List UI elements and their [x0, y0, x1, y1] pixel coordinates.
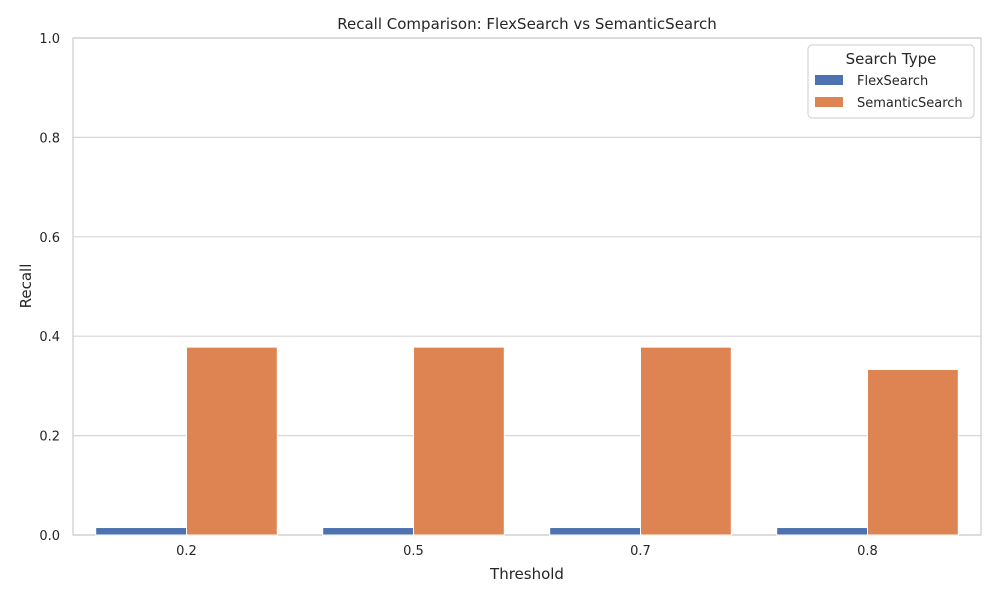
legend-items: FlexSearch SemanticSearch — [815, 74, 963, 111]
legend-swatch-semanticsearch — [815, 97, 843, 107]
x-tick-label: 0.5 — [403, 544, 424, 559]
legend-title: Search Type — [846, 50, 937, 68]
legend-box — [807, 44, 975, 119]
bar-flexsearch-0.7 — [549, 527, 642, 536]
bars — [95, 346, 959, 536]
x-axis-label: Threshold — [489, 565, 564, 583]
x-tick-label: 0.2 — [176, 544, 197, 559]
legend: Search Type FlexSearch SemanticSearch — [807, 44, 975, 119]
bar-flexsearch-0.2 — [95, 527, 187, 536]
legend-label: FlexSearch — [857, 74, 928, 89]
y-tick-label: 0.0 — [39, 529, 60, 544]
bar-flexsearch-0.5 — [322, 527, 415, 536]
legend-swatch-flexsearch — [815, 75, 843, 85]
y-tick-label: 1.0 — [39, 32, 60, 47]
x-tick-label: 0.8 — [857, 544, 878, 559]
y-tick-label: 0.2 — [39, 430, 60, 445]
bar-semanticsearch-0.8 — [867, 368, 959, 536]
bar-semanticsearch-0.5 — [413, 346, 505, 536]
bar-flexsearch-0.8 — [776, 527, 869, 536]
chart-title: Recall Comparison: FlexSearch vs Semanti… — [337, 15, 716, 33]
y-tick-labels: 0.0 0.2 0.4 0.6 0.8 1.0 — [39, 32, 60, 544]
plot-area-frame — [72, 37, 982, 536]
bar-semanticsearch-0.2 — [186, 346, 278, 536]
y-tick-label: 0.4 — [39, 330, 60, 345]
y-tick-label: 0.8 — [39, 131, 60, 146]
x-tick-labels: 0.2 0.5 0.7 0.8 — [176, 544, 878, 559]
y-axis-label: Recall — [17, 264, 35, 309]
x-tick-label: 0.7 — [630, 544, 651, 559]
y-tick-label: 0.6 — [39, 231, 60, 246]
bar-semanticsearch-0.7 — [640, 346, 732, 536]
legend-label: SemanticSearch — [857, 96, 963, 111]
